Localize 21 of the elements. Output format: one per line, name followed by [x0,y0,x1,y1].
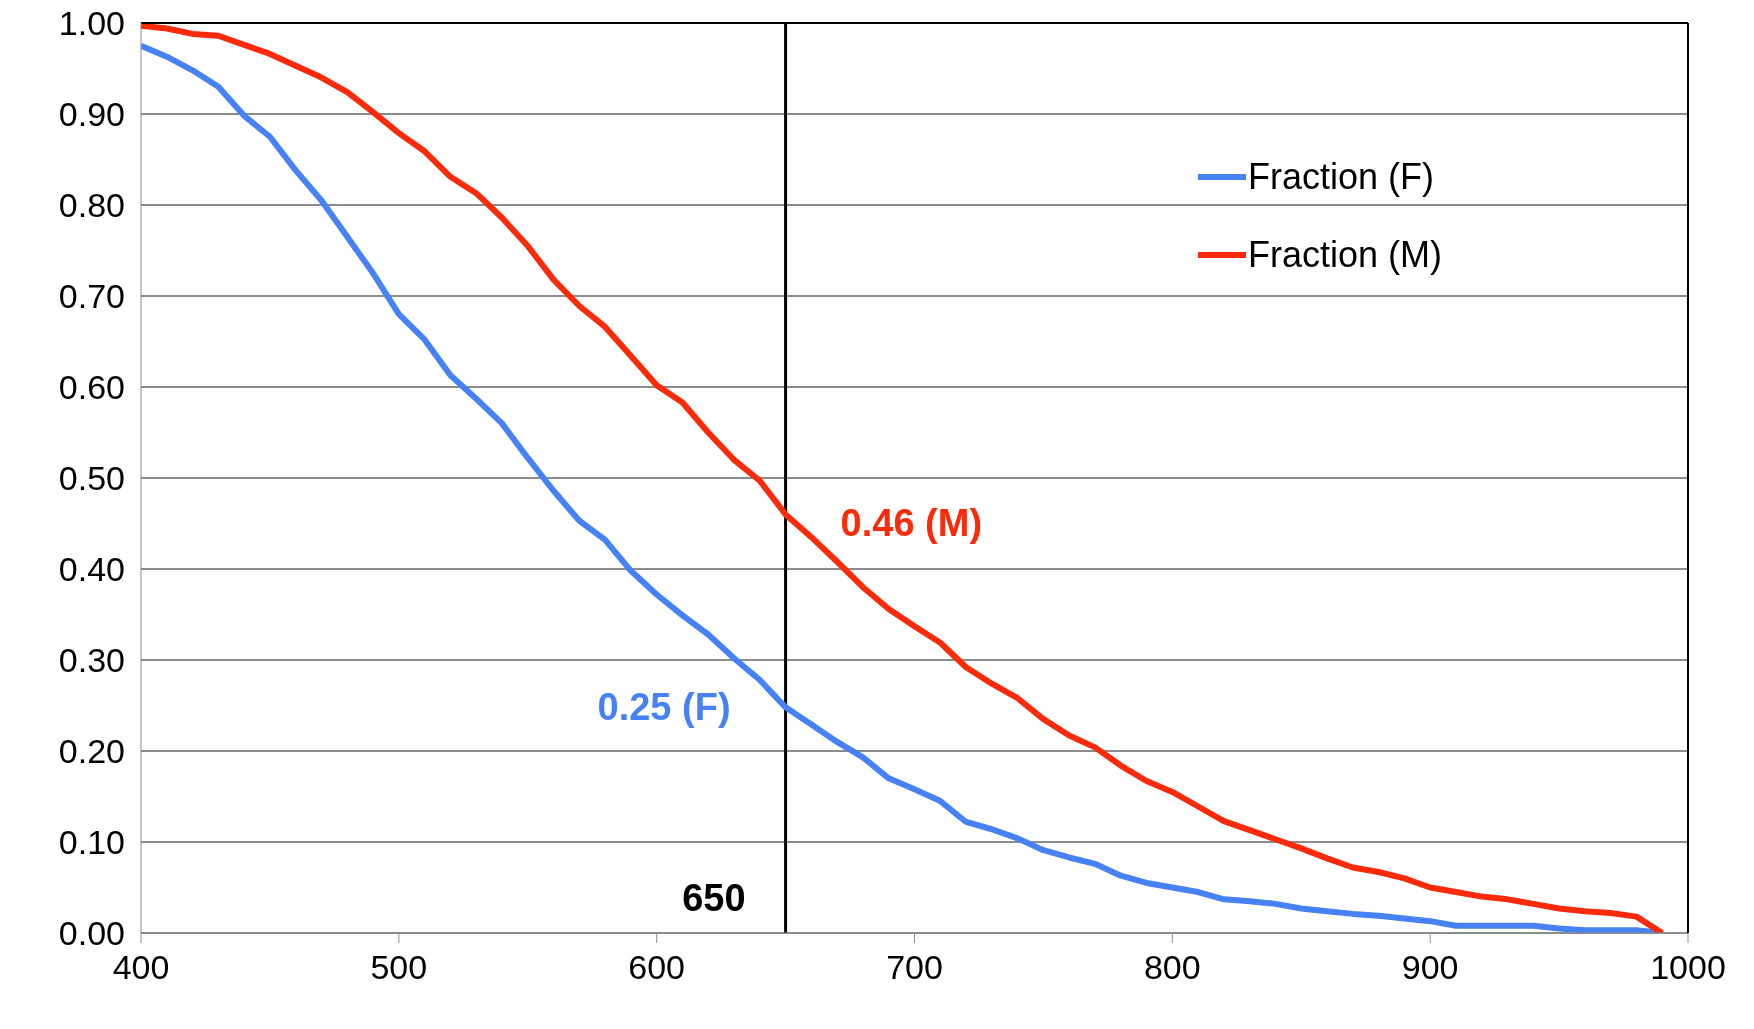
annotation: 0.25 (F) [597,685,731,728]
y-tick-label: 0.20 [58,732,125,771]
y-tick-label: 1.00 [58,4,125,43]
x-tick-label: 1000 [1650,948,1726,987]
y-tick-label: 0.60 [58,368,125,407]
legend-label: Fraction (F) [1248,156,1435,198]
y-tick-label: 0.80 [58,186,125,225]
annotation: 0.46 (M) [840,502,983,545]
x-tick-label: 600 [628,948,686,987]
ref-line-label: 650 [682,877,746,919]
y-tick-label: 0.50 [58,459,125,498]
y-tick-label: 0.90 [58,95,125,134]
x-tick-label: 700 [886,948,943,987]
y-tick-label: 0.40 [58,550,125,589]
y-tick-label: 0.10 [58,823,125,862]
x-tick-label: 500 [370,948,428,987]
y-tick-label: 0.70 [58,277,125,316]
legend-label: Fraction (M) [1248,234,1443,276]
x-tick-label: 900 [1401,948,1459,987]
x-tick-label: 800 [1143,948,1201,987]
y-tick-label: 0.30 [58,641,125,680]
